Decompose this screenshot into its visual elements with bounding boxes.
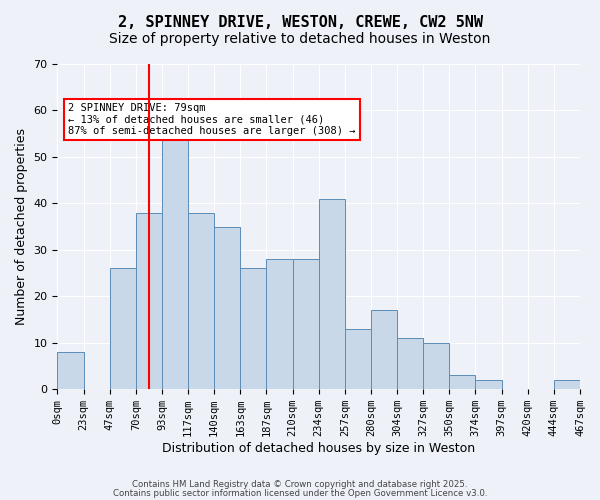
Bar [241,268,266,389]
Text: 2 SPINNEY DRIVE: 79sqm
← 13% of detached houses are smaller (46)
87% of semi-det: 2 SPINNEY DRIVE: 79sqm ← 13% of detached… [68,103,355,136]
Bar [319,198,345,389]
Bar [136,212,162,389]
Bar [110,268,136,389]
Bar [475,380,502,389]
Bar [214,226,241,389]
Text: Contains public sector information licensed under the Open Government Licence v3: Contains public sector information licen… [113,488,487,498]
Text: Size of property relative to detached houses in Weston: Size of property relative to detached ho… [109,32,491,46]
Bar [449,376,475,389]
Bar [162,124,188,389]
Bar [293,259,319,389]
Bar [397,338,423,389]
Bar [554,380,580,389]
Bar [423,343,449,389]
Bar [345,329,371,389]
Text: 2, SPINNEY DRIVE, WESTON, CREWE, CW2 5NW: 2, SPINNEY DRIVE, WESTON, CREWE, CW2 5NW [118,15,482,30]
Y-axis label: Number of detached properties: Number of detached properties [15,128,28,325]
Bar [58,352,83,389]
Text: Contains HM Land Registry data © Crown copyright and database right 2025.: Contains HM Land Registry data © Crown c… [132,480,468,489]
Bar [371,310,397,389]
Bar [266,259,293,389]
X-axis label: Distribution of detached houses by size in Weston: Distribution of detached houses by size … [162,442,475,455]
Bar [188,212,214,389]
